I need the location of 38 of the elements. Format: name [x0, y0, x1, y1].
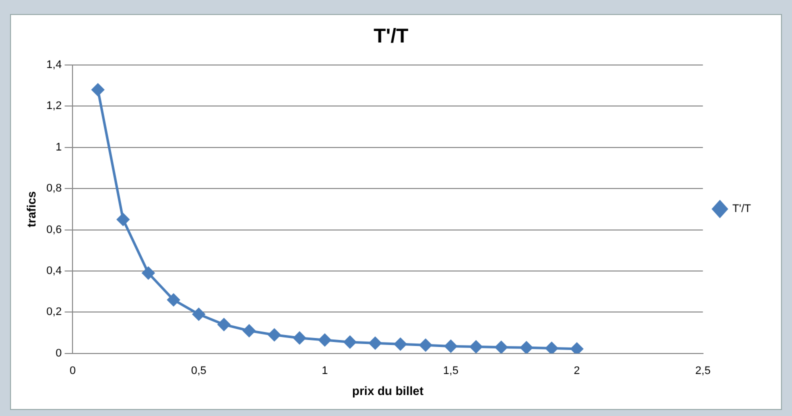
y-tick-label: 0,2: [46, 306, 62, 318]
x-tick-label: 0: [70, 365, 76, 378]
x-tick-label: 2: [574, 365, 580, 378]
point: [545, 342, 558, 354]
point: [268, 328, 281, 342]
point: [570, 342, 584, 354]
point: [242, 324, 256, 337]
point: [520, 341, 533, 354]
y-tick-label: 1: [56, 141, 62, 154]
point: [293, 332, 306, 344]
point: [470, 340, 482, 354]
point: [318, 334, 332, 346]
y-axis-title: trafics: [24, 190, 39, 228]
y-tick-label: 1,2: [46, 100, 62, 112]
y-tick-label: 0,8: [46, 182, 62, 195]
y-tick-label: 0,4: [46, 265, 62, 278]
chart-title: T'/T: [374, 26, 408, 48]
point: [368, 336, 382, 350]
y-tick-label: 1,4: [46, 59, 62, 72]
point: [142, 266, 155, 280]
x-tick-label: 1,5: [443, 365, 458, 378]
point: [218, 318, 230, 331]
point: [444, 340, 458, 352]
point: [494, 340, 508, 354]
x-tick-label: 0,5: [191, 365, 206, 378]
y-tick-label: 0: [56, 347, 62, 360]
point: [192, 308, 205, 321]
point: [419, 338, 432, 352]
x-tick-label: 2,5: [695, 365, 711, 378]
y-tick-label: 0,6: [46, 224, 62, 236]
point: [344, 336, 356, 348]
point: [167, 294, 180, 306]
x-tick-label: 1: [322, 365, 328, 378]
x-axis-title: prix du billet: [352, 384, 424, 398]
legend-label: T'/T: [732, 203, 752, 216]
point: [394, 338, 407, 350]
point: [92, 83, 104, 96]
point: [116, 213, 130, 226]
